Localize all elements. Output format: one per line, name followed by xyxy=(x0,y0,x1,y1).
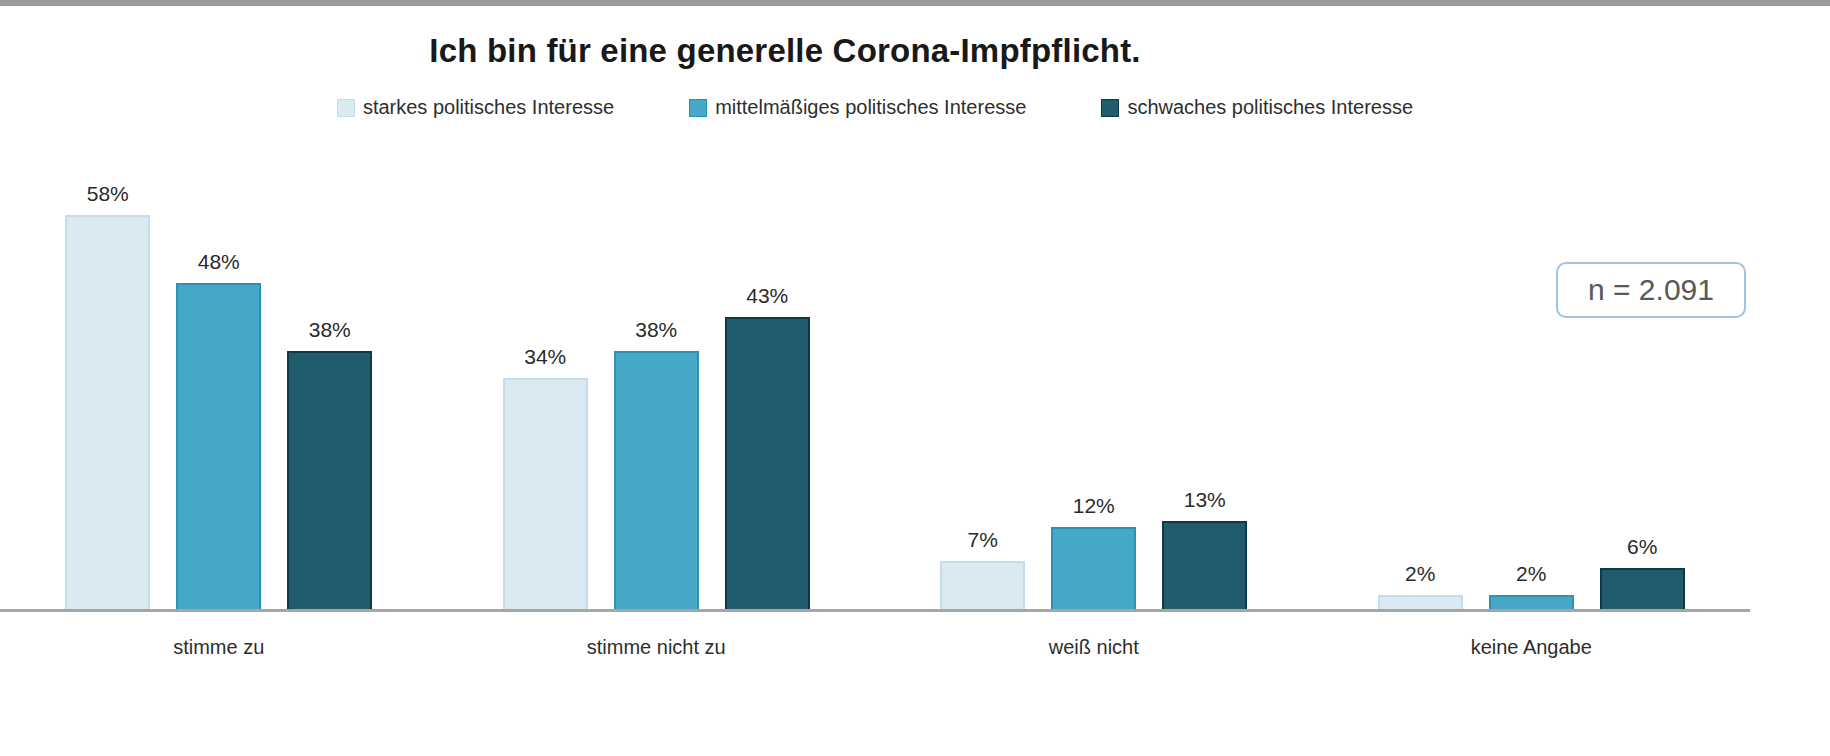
bar xyxy=(1051,527,1136,609)
bar-value-label: 58% xyxy=(87,182,129,206)
bar xyxy=(940,561,1025,609)
category-label: stimme zu xyxy=(0,612,438,659)
legend-item-strong-interest: starkes politisches Interesse xyxy=(337,96,614,119)
bar-value-label: 13% xyxy=(1184,488,1226,512)
chart-canvas: Ich bin für eine generelle Corona-Impfpf… xyxy=(0,0,1830,756)
bar-with-label: 2% xyxy=(1489,562,1574,609)
bar xyxy=(614,351,699,609)
bar-group: 2% 2% 6% xyxy=(1313,141,1751,609)
bar xyxy=(65,215,150,609)
bar xyxy=(287,351,372,609)
legend-swatch-icon xyxy=(337,99,355,117)
bar-with-label: 7% xyxy=(940,528,1025,609)
bar-with-label: 58% xyxy=(65,182,150,609)
legend: starkes politisches Interesse mittelmäßi… xyxy=(0,96,1750,119)
bar-group: 58% 48% 38% xyxy=(0,141,438,609)
category-label: stimme nicht zu xyxy=(438,612,876,659)
bar-value-label: 2% xyxy=(1405,562,1435,586)
legend-label: starkes politisches Interesse xyxy=(363,96,614,119)
bar xyxy=(1162,521,1247,609)
category-label: keine Angabe xyxy=(1313,612,1751,659)
bar xyxy=(503,378,588,609)
bar-value-label: 7% xyxy=(968,528,998,552)
category-label: weiß nicht xyxy=(875,612,1313,659)
plot-area: 58% 48% 38% 34% 38% 43% 7% 12% 13% 2% 2% 6% xyxy=(0,141,1750,612)
chart-title: Ich bin für eine generelle Corona-Impfpf… xyxy=(0,32,1570,70)
bar-value-label: 48% xyxy=(198,250,240,274)
bar xyxy=(1600,568,1685,609)
bar-group: 7% 12% 13% xyxy=(875,141,1313,609)
top-divider-bar xyxy=(0,0,1830,6)
legend-label: mittelmäßiges politisches Interesse xyxy=(715,96,1026,119)
legend-swatch-icon xyxy=(689,99,707,117)
bar-with-label: 38% xyxy=(614,318,699,609)
legend-swatch-icon xyxy=(1101,99,1119,117)
bar xyxy=(1489,595,1574,609)
bar-with-label: 48% xyxy=(176,250,261,609)
legend-label: schwaches politisches Interesse xyxy=(1127,96,1413,119)
bar-with-label: 34% xyxy=(503,345,588,609)
bar-value-label: 2% xyxy=(1516,562,1546,586)
bar-with-label: 43% xyxy=(725,284,810,609)
bar-value-label: 38% xyxy=(309,318,351,342)
bar xyxy=(725,317,810,609)
bar xyxy=(176,283,261,609)
bar xyxy=(1378,595,1463,609)
bar-value-label: 12% xyxy=(1073,494,1115,518)
bar-with-label: 2% xyxy=(1378,562,1463,609)
bar-with-label: 6% xyxy=(1600,535,1685,609)
bar-value-label: 38% xyxy=(635,318,677,342)
legend-item-weak-interest: schwaches politisches Interesse xyxy=(1101,96,1413,119)
bar-value-label: 43% xyxy=(746,284,788,308)
bar-value-label: 34% xyxy=(524,345,566,369)
bar-with-label: 12% xyxy=(1051,494,1136,609)
legend-item-medium-interest: mittelmäßiges politisches Interesse xyxy=(689,96,1026,119)
bar-with-label: 38% xyxy=(287,318,372,609)
bar-with-label: 13% xyxy=(1162,488,1247,609)
sample-size-box: n = 2.091 xyxy=(1556,262,1746,318)
category-axis: stimme zustimme nicht zuweiß nichtkeine … xyxy=(0,612,1750,659)
bar-value-label: 6% xyxy=(1627,535,1657,559)
bar-group: 34% 38% 43% xyxy=(438,141,876,609)
